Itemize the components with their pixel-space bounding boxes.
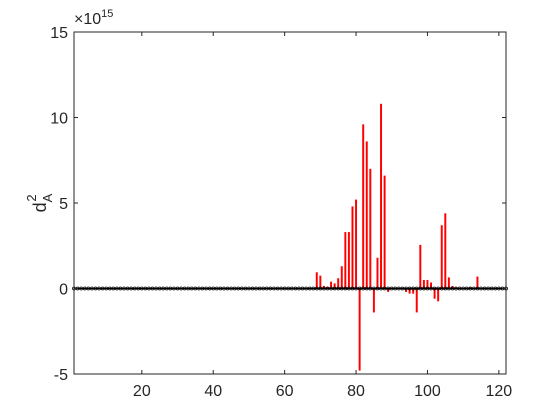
bar: [419, 244, 422, 289]
x-tick-label: 40: [204, 383, 222, 400]
axis-ticks: [74, 31, 506, 375]
bar: [415, 288, 418, 313]
plot-area: [74, 32, 506, 374]
y-axis-label-sup: 2: [24, 194, 39, 201]
bar: [440, 225, 443, 289]
y-tick-label: 10: [50, 111, 68, 128]
bar: [372, 288, 375, 313]
bar: [330, 281, 333, 289]
y-axis-label-sub: A: [40, 193, 55, 202]
bar: [369, 168, 372, 289]
x-tick-label: 120: [486, 383, 513, 400]
x-tick-label: 80: [347, 383, 365, 400]
bar: [355, 199, 358, 289]
bar: [326, 286, 329, 289]
svg-text:dA2: dA2: [24, 193, 55, 212]
bar: [362, 124, 365, 289]
bar: [344, 232, 347, 289]
bar: [444, 213, 447, 289]
bar: [358, 288, 361, 371]
x-tick-label: 60: [276, 383, 294, 400]
bar: [433, 288, 436, 299]
y-tick-label: -5: [54, 367, 68, 384]
x-tick-labels: 20 40 60 80 100 120: [133, 383, 512, 400]
bar: [365, 141, 368, 289]
bar: [315, 272, 318, 289]
y-tick-label: 5: [59, 196, 68, 213]
bar: [408, 288, 411, 294]
y-multiplier: ×1015: [74, 8, 113, 28]
bar: [383, 175, 386, 289]
y-tick-label: 15: [50, 25, 68, 42]
bar-series: [315, 103, 479, 371]
bar: [380, 103, 383, 289]
y-axis-label-main: d: [30, 202, 50, 212]
y-tick-label: 0: [59, 282, 68, 299]
bar: [447, 277, 450, 289]
bar: [319, 275, 322, 289]
bar: [337, 278, 340, 289]
bar: [333, 283, 336, 289]
bar: [340, 266, 343, 289]
y-multiplier-exponent: 15: [101, 8, 113, 20]
y-tick-labels: -5 0 5 10 15: [50, 25, 68, 384]
bar: [430, 282, 433, 289]
y-multiplier-base: ×10: [74, 11, 101, 28]
bar: [437, 288, 440, 302]
bar: [351, 206, 354, 289]
bar: [476, 276, 479, 289]
bar: [426, 279, 429, 289]
x-tick-label: 100: [414, 383, 441, 400]
bar: [422, 279, 425, 289]
y-axis-label: dA2: [24, 193, 55, 212]
x-tick-label: 20: [133, 383, 151, 400]
bar: [412, 288, 415, 294]
bar: [347, 232, 350, 289]
bar: [376, 257, 379, 289]
